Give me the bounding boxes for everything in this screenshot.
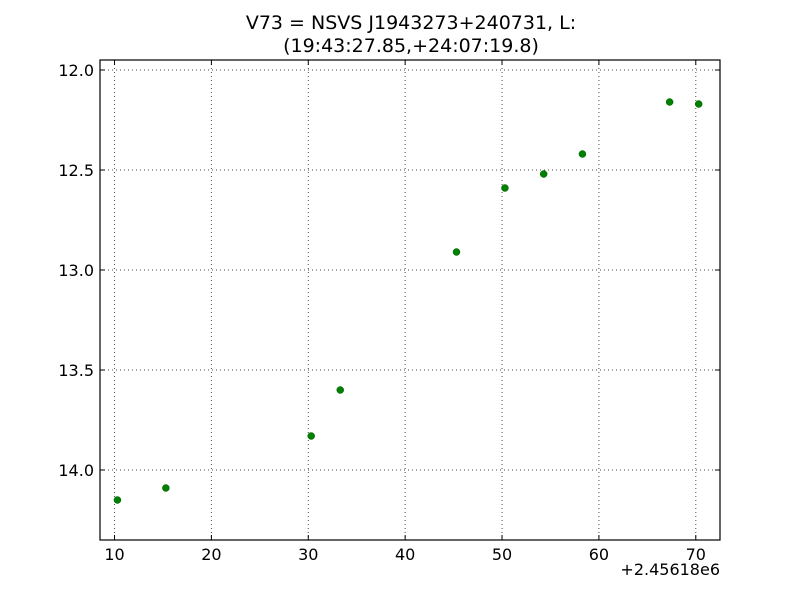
y-tick-label: 13.0	[58, 261, 94, 280]
y-tick-label: 14.0	[58, 461, 94, 480]
chart-title-line-1: V73 = NSVS J1943273+240731, L:	[246, 12, 576, 34]
data-point	[113, 496, 122, 504]
x-tick-label: 50	[492, 545, 512, 564]
x-tick-label: 60	[589, 545, 609, 564]
data-point	[665, 98, 674, 106]
data-point	[501, 184, 509, 192]
x-tick-label: 20	[201, 545, 221, 564]
chart-title-line-2: (19:43:27.85,+24:07:19.8)	[283, 35, 539, 57]
data-point	[578, 150, 587, 158]
axis-ticks	[100, 60, 720, 540]
x-tick-label: 10	[104, 545, 124, 564]
data-point	[336, 386, 344, 394]
data-points	[113, 98, 703, 504]
y-tick-label: 13.5	[58, 361, 94, 380]
x-tick-label: 30	[298, 545, 318, 564]
y-tick-labels: 12.0 12.5 13.0 13.5 14.0	[58, 61, 94, 480]
x-offset-label: +2.45618e6	[620, 560, 720, 579]
x-tick-labels: 10 20 30 40 50 60 70	[104, 545, 706, 564]
y-tick-label: 12.0	[58, 61, 94, 80]
data-point	[694, 100, 703, 108]
x-tick-label: 40	[395, 545, 415, 564]
data-point	[307, 432, 315, 440]
data-point	[162, 484, 170, 492]
plot-frame	[99, 59, 721, 541]
data-point	[539, 170, 548, 178]
data-point	[452, 248, 461, 256]
grid	[100, 60, 720, 540]
y-tick-label: 12.5	[58, 161, 94, 180]
x-tick-label: 70	[686, 545, 706, 564]
